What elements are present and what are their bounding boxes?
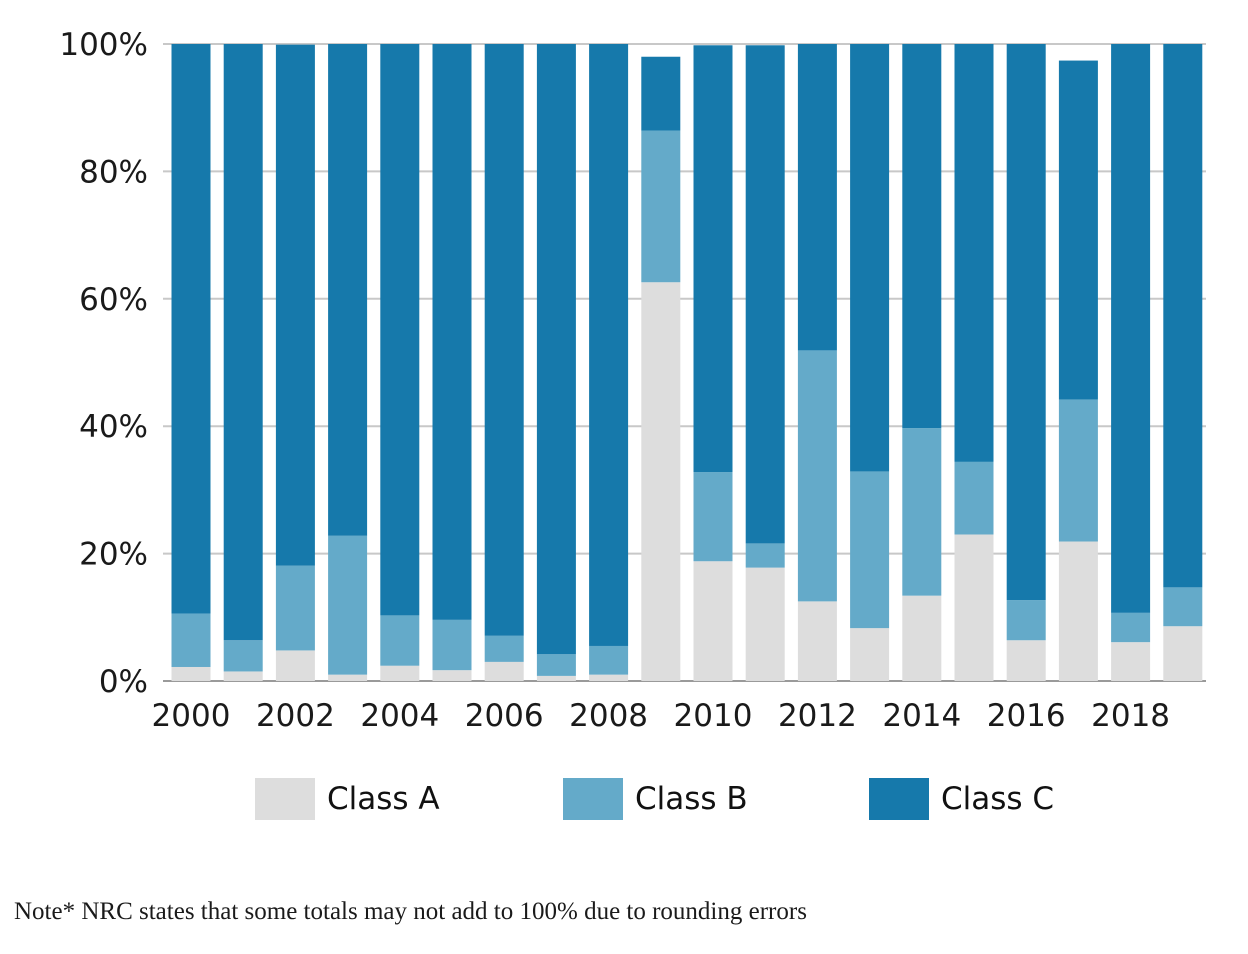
x-tick-label: 2006	[465, 698, 544, 734]
y-tick-label: 60%	[79, 282, 148, 318]
bar-2006-class-b	[484, 635, 524, 662]
legend-item-class-c: Class C	[869, 776, 1054, 822]
bar-2000-class-a	[171, 666, 211, 681]
bar-2009-class-a	[641, 282, 681, 681]
bar-2005-class-b	[432, 619, 472, 671]
bar-2013-class-a	[850, 628, 890, 681]
bar-2005-class-c	[432, 44, 472, 620]
bar-2002-class-b	[275, 565, 315, 651]
stacked-bar-chart: 0%20%40%60%80%100% 2000 2002 2004 2006 2008 2…	[59, 27, 1206, 734]
bar-2017-class-a	[1058, 541, 1098, 681]
x-tick-label: 2010	[674, 698, 753, 734]
bar-2008-class-c	[589, 44, 629, 646]
bar-2004-class-b	[380, 615, 420, 666]
bar-2007-class-c	[536, 44, 576, 655]
bar-2011-class-c	[745, 45, 785, 544]
bar-2006-class-a	[484, 661, 524, 681]
bar-2014-class-c	[902, 44, 942, 429]
bar-2012-class-c	[797, 44, 837, 351]
bar-2002-class-c	[275, 44, 315, 566]
bar-2017-class-c	[1058, 60, 1098, 400]
bar-2015-class-a	[954, 534, 994, 681]
bar-2018-class-c	[1111, 44, 1151, 613]
bar-2012-class-b	[797, 350, 837, 602]
bar-2010-class-c	[693, 45, 733, 473]
legend-label-class-c: Class C	[941, 781, 1055, 817]
bar-2001-class-b	[223, 640, 263, 672]
y-tick-label: 20%	[79, 537, 148, 573]
bar-2009-class-c	[641, 56, 681, 131]
bar-2000-class-b	[171, 613, 211, 667]
legend: Class A Class B Class C	[0, 776, 1248, 822]
bar-2010-class-a	[693, 561, 733, 681]
x-tick-label: 2012	[778, 698, 857, 734]
x-axis-ticks: 2000 2002 2004 2006 2008 2010 2012 2014 2016 2018	[152, 698, 1171, 734]
x-tick-label: 2016	[987, 698, 1066, 734]
legend-item-class-a: Class A	[255, 776, 440, 822]
bar-2008-class-b	[589, 645, 629, 675]
legend-label-class-b: Class B	[635, 781, 748, 817]
bar-2011-class-a	[745, 567, 785, 681]
bar-2011-class-b	[745, 543, 785, 568]
bar-2004-class-a	[380, 665, 420, 681]
bar-2014-class-b	[902, 428, 942, 596]
bar-2003-class-a	[328, 674, 368, 681]
x-tick-label: 2018	[1091, 698, 1170, 734]
bar-2008-class-a	[589, 674, 629, 681]
bar-2001-class-c	[223, 44, 263, 641]
legend-item-class-b: Class B	[563, 776, 748, 822]
bar-2006-class-c	[484, 44, 524, 636]
y-tick-label: 100%	[59, 27, 148, 63]
y-tick-label: 0%	[99, 664, 148, 700]
bar-2003-class-c	[328, 44, 368, 536]
bar-2015-class-c	[954, 44, 994, 462]
x-tick-label: 2014	[882, 698, 961, 734]
x-tick-label: 2000	[152, 698, 231, 734]
legend-swatch-class-c	[869, 778, 929, 820]
bar-2010-class-b	[693, 472, 733, 562]
bar-2014-class-a	[902, 595, 942, 681]
bar-2001-class-a	[223, 671, 263, 681]
bar-2018-class-a	[1111, 642, 1151, 681]
grid-lines	[163, 43, 1206, 682]
bar-2019-class-a	[1163, 626, 1203, 681]
bar-2016-class-c	[1006, 44, 1046, 601]
bar-2016-class-b	[1006, 600, 1046, 641]
bar-2007-class-b	[536, 654, 576, 676]
bar-2007-class-a	[536, 675, 576, 681]
x-tick-label: 2008	[569, 698, 648, 734]
bar-2005-class-a	[432, 670, 472, 681]
bar-2018-class-b	[1111, 612, 1151, 643]
bar-2013-class-b	[850, 471, 890, 629]
y-axis-ticks: 0% 20% 40% 60% 80% 100%	[59, 27, 148, 700]
bars	[171, 44, 1203, 681]
x-tick-label: 2004	[360, 698, 439, 734]
bar-2003-class-b	[328, 535, 368, 675]
bar-2016-class-a	[1006, 640, 1046, 681]
bar-2002-class-a	[275, 650, 315, 681]
bar-2012-class-a	[797, 601, 837, 681]
y-tick-label: 80%	[79, 154, 148, 190]
legend-swatch-class-b	[563, 778, 623, 820]
bar-2017-class-b	[1058, 399, 1098, 542]
legend-label-class-a: Class A	[327, 781, 440, 817]
bar-2000-class-c	[171, 44, 211, 614]
footnote: Note* NRC states that some totals may no…	[14, 898, 807, 925]
bar-2019-class-b	[1163, 587, 1203, 627]
y-tick-label: 40%	[79, 409, 148, 445]
bar-2013-class-c	[850, 44, 890, 472]
bar-2015-class-b	[954, 461, 994, 535]
bar-2009-class-b	[641, 130, 681, 283]
x-tick-label: 2002	[256, 698, 335, 734]
bar-2019-class-c	[1163, 44, 1203, 588]
legend-swatch-class-a	[255, 778, 315, 820]
bar-2004-class-c	[380, 44, 420, 616]
